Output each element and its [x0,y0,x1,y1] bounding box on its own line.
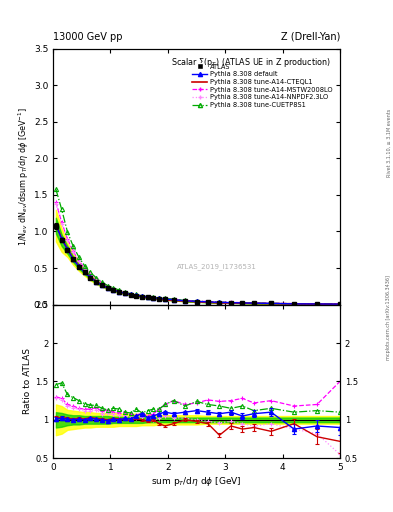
Y-axis label: Ratio to ATLAS: Ratio to ATLAS [23,349,32,414]
Text: 13000 GeV pp: 13000 GeV pp [53,32,123,42]
Text: Scalar $\Sigma$(p$_T$) (ATLAS UE in Z production): Scalar $\Sigma$(p$_T$) (ATLAS UE in Z pr… [171,56,331,69]
Text: Rivet 3.1.10, ≥ 3.1M events: Rivet 3.1.10, ≥ 3.1M events [386,109,391,178]
Y-axis label: 1/N$_{ev}$ dN$_{ev}$/dsum p$_T$/d$\eta$ d$\phi$ [GeV$^{-1}$]: 1/N$_{ev}$ dN$_{ev}$/dsum p$_T$/d$\eta$ … [17,107,31,246]
Text: Z (Drell-Yan): Z (Drell-Yan) [281,32,340,42]
X-axis label: sum p$_T$/d$\eta$ d$\phi$ [GeV]: sum p$_T$/d$\eta$ d$\phi$ [GeV] [151,475,242,488]
Text: mcplots.cern.ch [arXiv:1306.3436]: mcplots.cern.ch [arXiv:1306.3436] [386,275,391,360]
Text: ATLAS_2019_I1736531: ATLAS_2019_I1736531 [176,263,257,270]
Legend: ATLAS, Pythia 8.308 default, Pythia 8.308 tune-A14-CTEQL1, Pythia 8.308 tune-A14: ATLAS, Pythia 8.308 default, Pythia 8.30… [191,62,334,109]
